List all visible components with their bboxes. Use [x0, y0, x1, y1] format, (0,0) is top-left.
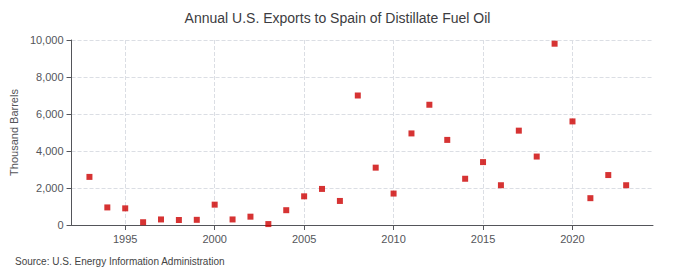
svg-text:1995: 1995 — [113, 233, 137, 245]
svg-text:Thousand Barrels: Thousand Barrels — [8, 89, 20, 176]
svg-text:2000: 2000 — [202, 233, 226, 245]
svg-text:6,000: 6,000 — [36, 108, 64, 120]
svg-text:Annual U.S. Exports to Spain o: Annual U.S. Exports to Spain of Distilla… — [185, 10, 491, 26]
svg-text:10,000: 10,000 — [30, 34, 64, 46]
svg-text:4,000: 4,000 — [36, 145, 64, 157]
svg-text:2020: 2020 — [560, 233, 584, 245]
svg-text:2015: 2015 — [471, 233, 495, 245]
svg-text:0: 0 — [57, 219, 63, 231]
svg-text:8,000: 8,000 — [36, 71, 64, 83]
svg-text:2010: 2010 — [381, 233, 405, 245]
svg-text:2005: 2005 — [292, 233, 316, 245]
svg-text:2,000: 2,000 — [36, 182, 64, 194]
svg-text:Source: U.S. Energy Informatio: Source: U.S. Energy Information Administ… — [15, 256, 225, 267]
